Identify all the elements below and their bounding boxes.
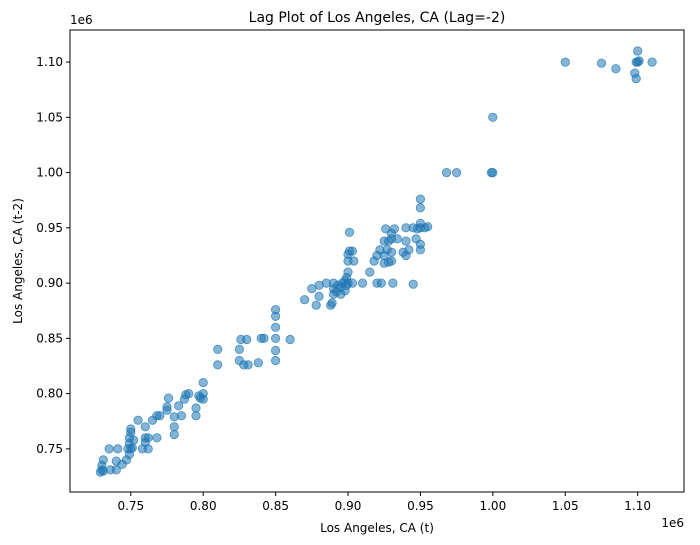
data-point [631,74,641,84]
data-point [560,57,570,67]
x-tick-label: 0.90 [335,499,362,513]
data-point [488,168,498,178]
data-point [415,194,425,204]
data-point [401,236,411,246]
y-tick-label: 1.10 [36,55,63,69]
data-point [140,422,150,432]
data-point [365,267,375,277]
data-point [386,247,397,257]
data-point [163,393,174,403]
data-point [191,411,201,421]
data-point [596,58,607,68]
data-point [98,455,108,465]
data-point [488,112,498,122]
data-point [423,222,433,232]
data-point [441,168,452,178]
data-point [127,443,137,453]
data-point [133,415,143,425]
x-tick-label: 1.10 [624,499,651,513]
data-point [343,267,353,277]
data-point [176,411,187,421]
data-point [270,304,281,315]
data-point [113,444,123,454]
data-point [126,424,136,434]
data-point [253,358,263,368]
data-point [392,234,402,244]
data-point [299,295,310,305]
data-point [344,227,355,237]
data-point [347,278,357,288]
data-point [191,403,201,413]
x-offset-label: 1e6 [661,516,684,530]
data-point [451,168,462,178]
data-point [155,411,165,421]
data-point [143,433,153,443]
data-point [234,344,244,354]
x-tick-label: 0.80 [190,499,217,513]
data-point [129,435,139,445]
y-ticks: 0.75 0.80 0.85 0.90 0.95 1.00 1.05 1.10 [36,55,70,456]
data-point [647,57,657,67]
data-point [357,278,368,288]
x-ticks: 0.75 0.80 0.85 0.90 0.95 1.00 1.05 1.10 [117,492,651,513]
data-point [213,360,223,370]
data-point [347,246,357,256]
data-point [104,444,114,454]
data-point [169,422,179,432]
data-point [242,334,252,345]
data-point [404,245,414,255]
data-point [184,388,194,399]
data-point [270,333,281,343]
y-offset-label: 1e6 [70,13,93,27]
data-point [633,46,643,56]
y-tick-label: 0.80 [36,387,63,401]
data-point [388,278,398,288]
y-tick-label: 0.85 [36,331,63,345]
chart-title: Lag Plot of Los Angeles, CA (Lag=-2) [249,10,506,26]
data-point [198,377,208,388]
y-axis-label: Los Angeles, CA (t-2) [11,198,25,324]
data-point [389,224,399,234]
data-point [408,279,418,289]
data-point [386,256,397,266]
x-tick-label: 0.95 [407,499,434,513]
data-point [162,402,172,412]
data-point [152,433,162,443]
data-point [270,345,281,356]
data-point [259,333,269,343]
data-point [198,394,208,404]
y-tick-label: 1.05 [36,110,63,124]
data-point [314,291,324,301]
data-point [213,344,223,354]
data-point [243,360,253,370]
x-tick-label: 0.85 [262,499,289,513]
data-point [415,203,425,213]
data-point [634,56,644,66]
y-tick-label: 1.00 [36,166,63,180]
data-point [174,401,184,411]
x-tick-label: 0.75 [117,499,144,513]
data-point [327,298,337,308]
data-point [349,256,359,266]
data-point [415,239,425,249]
data-point [270,355,281,366]
x-tick-label: 1.00 [479,499,506,513]
y-tick-label: 0.75 [36,442,63,456]
plot-frame [69,29,685,493]
data-point [169,429,179,440]
data-point [311,300,321,310]
x-tick-label: 1.05 [552,499,579,513]
y-tick-label: 0.95 [36,221,63,235]
data-point [270,322,281,332]
data-point [376,278,386,288]
y-tick-label: 0.90 [36,276,63,290]
data-point [611,64,621,74]
data-point [143,444,153,454]
x-axis-label: Los Angeles, CA (t) [320,521,434,535]
data-point [285,334,295,345]
plot-points [95,46,657,477]
